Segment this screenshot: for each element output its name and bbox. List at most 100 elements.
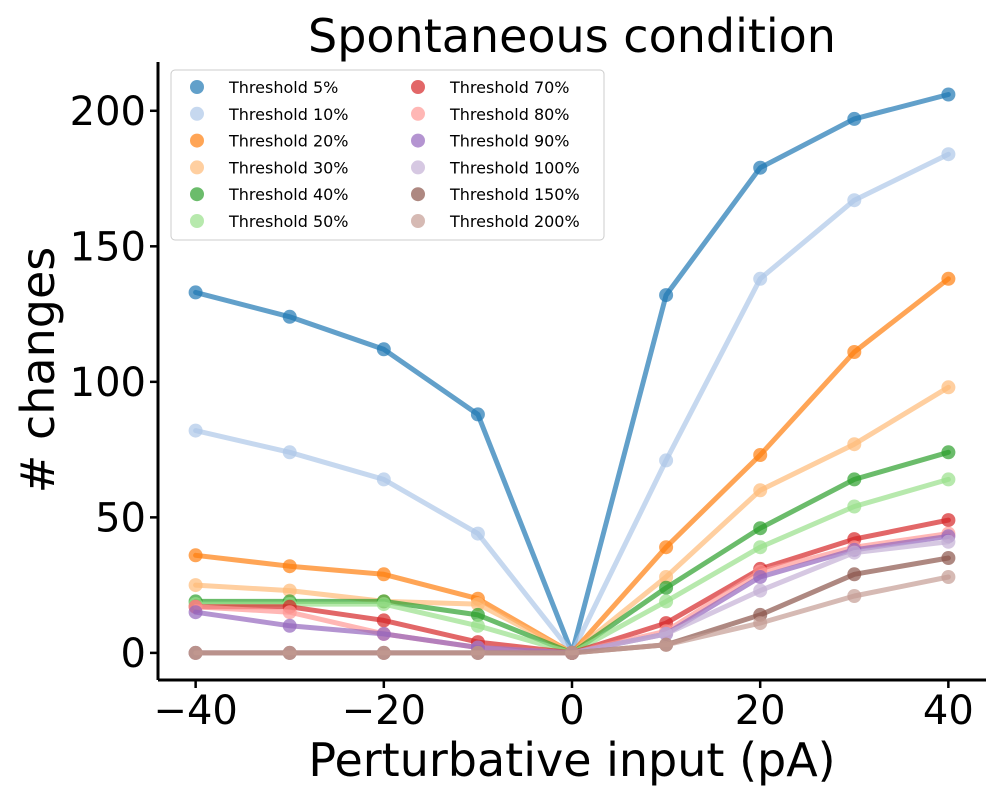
data-point [470,526,485,541]
data-point [659,453,674,468]
legend-marker [190,187,204,202]
y-tick-label: 0 [121,631,146,677]
data-point [376,645,391,660]
plot-area [188,87,956,660]
data-point [941,271,956,286]
data-point [753,583,768,598]
y-tick-label: 200 [70,89,146,135]
data-point [941,147,956,162]
legend-marker [190,160,204,175]
legend-item: Threshold 5% [190,78,338,97]
data-point [753,448,768,462]
data-point [470,645,485,660]
data-point [847,589,862,603]
legend-item: Threshold 100% [411,158,580,177]
legend-label: Threshold 50% [228,212,349,231]
data-point [282,445,297,460]
legend-marker [411,160,425,175]
y-axis-label: # changes [11,247,65,493]
data-point [941,472,956,487]
legend-item: Threshold 40% [190,185,349,204]
legend-marker [190,106,204,121]
data-point [188,548,203,563]
data-point [753,540,768,555]
legend-marker [411,80,425,94]
legend: Threshold 5% Threshold 10% Threshold 20% Th… [170,69,605,241]
series-line [193,539,951,656]
data-point [941,570,956,584]
legend-label: Threshold 40% [228,185,349,204]
legend-label: Threshold 20% [228,132,349,151]
legend-label: Threshold 70% [449,78,570,97]
data-point [470,597,485,612]
y-tick-label: 150 [70,224,146,270]
data-point [847,437,862,452]
data-point [376,472,391,487]
data-point [282,583,297,598]
legend-item: Threshold 10% [190,105,349,124]
legend-item: Threshold 150% [411,185,580,204]
data-point [941,551,956,565]
data-point [282,309,297,324]
x-tick-label: 0 [559,688,584,734]
data-point [847,193,862,208]
x-tick-label: −40 [153,688,237,734]
data-point [847,545,862,560]
legend-label: Threshold 5% [228,78,338,97]
legend-item: Threshold 80% [411,105,570,124]
data-point [659,594,674,609]
series-line [193,384,951,656]
data-point [188,423,203,438]
data-point [941,87,956,102]
data-point [659,637,674,652]
legend-label: Threshold 80% [449,105,570,124]
chart-title: Spontaneous condition [308,9,836,63]
data-point [282,645,297,660]
data-point [847,472,862,487]
legend-item: Threshold 20% [190,132,349,151]
legend-item: Threshold 70% [411,78,570,97]
legend-marker [411,106,425,121]
data-point [941,534,956,549]
legend-marker [411,214,425,228]
data-point [282,605,297,620]
series-11 [188,570,956,660]
legend-marker [190,80,204,94]
legend-marker [190,214,204,228]
legend-marker [411,187,425,202]
data-point [941,445,956,460]
data-point [659,540,674,555]
y-tick-label: 50 [95,495,146,541]
legend-marker [411,133,425,148]
data-point [376,613,391,628]
series-line [193,517,951,656]
data-point [470,618,485,633]
axes: −40 −20 0 20 40 0 50 100 150 200 [70,62,986,734]
data-point [376,626,391,641]
legend-label: Threshold 200% [449,212,580,231]
data-point [282,618,297,633]
data-point [847,111,862,126]
data-point [847,567,862,582]
y-tick-label: 100 [70,360,146,406]
data-point [941,380,956,395]
x-tick-label: −20 [342,688,426,734]
data-point [659,626,674,641]
data-point [753,521,768,536]
data-point [847,499,862,514]
data-point [282,559,297,574]
data-point [188,645,203,660]
data-point [941,513,956,528]
legend-item: Threshold 30% [190,158,349,177]
data-point [659,288,674,303]
legend-item: Threshold 50% [190,212,349,231]
data-point [188,578,203,593]
data-point [753,483,768,498]
data-point [376,342,391,357]
legend-label: Threshold 100% [449,158,580,177]
legend-item: Threshold 200% [411,212,580,231]
data-point [659,570,674,584]
data-point [753,570,768,584]
